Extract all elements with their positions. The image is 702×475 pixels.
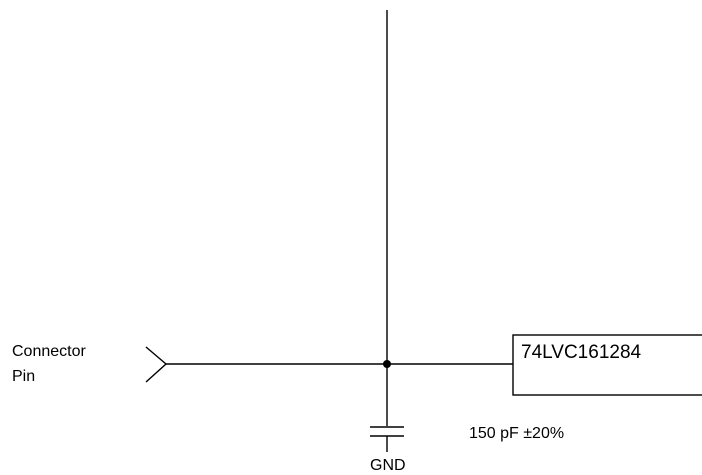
capacitor-value-label: 150 pF ±20%	[469, 425, 564, 442]
ground-label: GND	[370, 457, 406, 474]
chip-name-label: 74LVC161284	[521, 342, 642, 363]
connector-label-line2: Pin	[12, 368, 35, 385]
connector-pin-symbol	[145, 346, 168, 383]
connector-label-line1: Connector	[12, 343, 86, 360]
chip-box	[512, 334, 702, 396]
